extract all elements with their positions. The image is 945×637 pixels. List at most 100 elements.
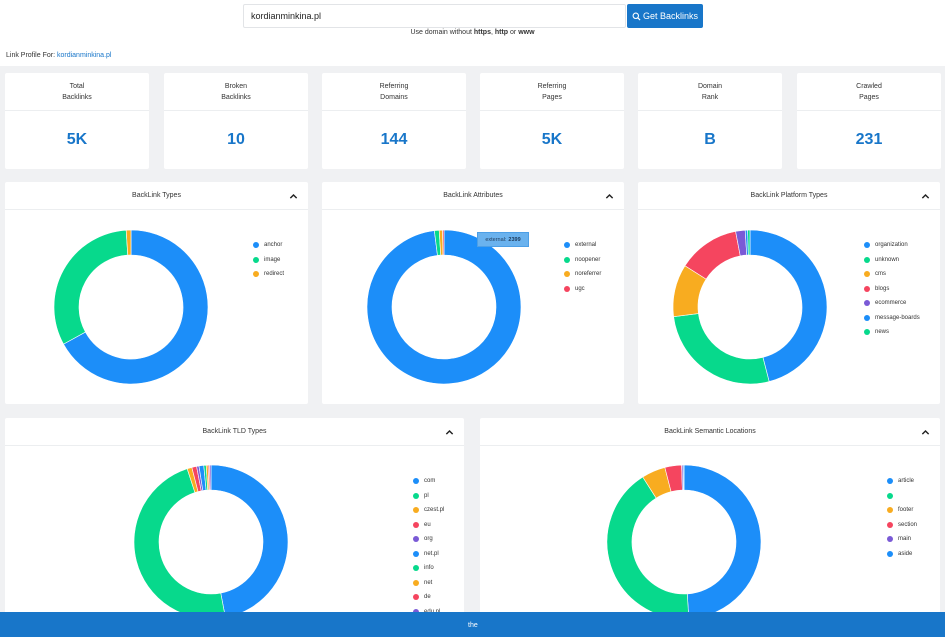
collapse-chevron-icon[interactable] xyxy=(289,192,298,201)
donut-slice-com[interactable] xyxy=(210,464,289,618)
donut-slice-unknown[interactable] xyxy=(673,313,770,385)
get-backlinks-button[interactable]: Get Backlinks xyxy=(627,4,703,28)
legend-dot-icon xyxy=(253,256,259,263)
donut-chart[interactable] xyxy=(671,228,829,386)
donut-slice-article[interactable] xyxy=(683,464,762,620)
search-icon xyxy=(632,12,641,21)
hint-prefix: Use domain without xyxy=(410,29,474,36)
donut-slice-image[interactable] xyxy=(53,229,129,345)
stat-label: Crawled Pages xyxy=(856,82,882,101)
link-profile: Link Profile For: kordianminkina.pl xyxy=(6,52,111,59)
legend-item[interactable]: noreferrer xyxy=(564,267,601,282)
legend-label: unknown xyxy=(875,256,900,263)
stat-card: Broken Backlinks 10 xyxy=(164,73,308,169)
domain-input[interactable] xyxy=(243,4,626,28)
hint-http: http xyxy=(494,29,509,36)
legend-item[interactable]: noopener xyxy=(564,253,601,268)
legend-item[interactable]: external xyxy=(564,238,601,253)
legend-item[interactable]: redirect xyxy=(253,267,284,282)
legend-item[interactable]: ecommerce xyxy=(864,296,920,311)
legend-dot-icon xyxy=(887,492,893,499)
donut-chart[interactable] xyxy=(605,463,763,621)
stat-value: 10 xyxy=(227,131,245,148)
hint-https: https xyxy=(473,29,491,36)
donut-slice-unlabeled[interactable] xyxy=(606,476,690,620)
legend-item[interactable]: net.pl xyxy=(413,547,444,562)
donut-slice-pl[interactable] xyxy=(133,468,226,620)
stat-card: Referring Domains 144 xyxy=(322,73,466,169)
chart-card-header: BackLink Semantic Locations xyxy=(480,418,940,446)
legend-item[interactable]: blogs xyxy=(864,282,920,297)
legend-item[interactable]: ugc xyxy=(564,282,601,297)
link-profile-label: Link Profile For: xyxy=(6,52,56,59)
donut-chart[interactable] xyxy=(365,228,523,386)
legend-item[interactable]: org xyxy=(413,532,444,547)
donut-slice-external[interactable] xyxy=(366,229,522,385)
donut-chart[interactable] xyxy=(132,463,290,621)
legend-label: section xyxy=(898,521,918,528)
legend-dot-icon xyxy=(864,329,870,336)
legend-dot-icon xyxy=(413,492,419,499)
legend-item[interactable]: anchor xyxy=(253,238,284,253)
legend-item[interactable]: eu xyxy=(413,518,444,533)
legend-dot-icon xyxy=(887,478,893,485)
legend-dot-icon xyxy=(887,521,893,528)
donut-slice-ugc[interactable] xyxy=(442,229,445,256)
legend-item[interactable]: com xyxy=(413,474,444,489)
legend-item[interactable]: cms xyxy=(864,267,920,282)
tooltip-label: external: xyxy=(485,236,507,243)
donut-slice-organization[interactable] xyxy=(749,229,828,382)
legend-dot-icon xyxy=(864,271,870,278)
chart-title: BackLink Attributes xyxy=(443,192,503,199)
tooltip-value: 2399 xyxy=(508,236,521,243)
legend-dot-icon xyxy=(887,550,893,557)
collapse-chevron-icon[interactable] xyxy=(921,428,930,437)
legend-label: news xyxy=(875,329,890,336)
legend-dot-icon xyxy=(413,507,419,514)
donut-slice-edu.pl[interactable] xyxy=(209,464,212,491)
legend-item[interactable]: czest.pl xyxy=(413,503,444,518)
legend-item[interactable]: info xyxy=(413,561,444,576)
legend-item[interactable]: net xyxy=(413,576,444,591)
legend-item[interactable]: organization xyxy=(864,238,920,253)
legend-item[interactable]: pl xyxy=(413,489,444,504)
legend-label: blogs xyxy=(875,285,890,292)
legend-item[interactable]: de xyxy=(413,590,444,605)
legend-item[interactable]: footer xyxy=(887,503,917,518)
legend-label: footer xyxy=(898,507,914,514)
legend-item[interactable]: message-boards xyxy=(864,311,920,326)
legend-label: net.pl xyxy=(424,550,439,557)
collapse-chevron-icon[interactable] xyxy=(605,192,614,201)
legend-dot-icon xyxy=(413,608,419,615)
legend-item[interactable]: unknown xyxy=(864,253,920,268)
legend-item[interactable]: section xyxy=(887,518,917,533)
chart-title: BackLink Semantic Locations xyxy=(664,428,756,435)
legend-label: com xyxy=(424,478,436,485)
chart-card-header: BackLink Attributes xyxy=(322,182,624,210)
legend-item[interactable]: aside xyxy=(887,547,917,562)
legend-dot-icon xyxy=(564,242,570,249)
stat-card: Crawled Pages 231 xyxy=(797,73,941,169)
link-profile-domain[interactable]: kordianminkina.pl xyxy=(56,52,112,59)
stat-value: B xyxy=(704,131,716,148)
donut-slice-redirect[interactable] xyxy=(125,229,132,256)
legend-item[interactable] xyxy=(887,489,917,504)
collapse-chevron-icon[interactable] xyxy=(445,428,454,437)
donut-slice-aside[interactable] xyxy=(682,464,685,491)
legend-item[interactable]: edu.pl xyxy=(413,605,444,620)
donut-chart[interactable] xyxy=(52,228,210,386)
stat-header: Referring Domains xyxy=(322,73,466,111)
legend-item[interactable]: main xyxy=(887,532,917,547)
collapse-chevron-icon[interactable] xyxy=(921,192,930,201)
chart-legend: external noopener noreferrer ugc xyxy=(564,238,601,296)
legend-item[interactable]: image xyxy=(253,253,284,268)
donut-slice-news[interactable] xyxy=(747,229,751,256)
legend-item[interactable]: article xyxy=(887,474,917,489)
legend-label: de xyxy=(424,594,431,601)
legend-dot-icon xyxy=(413,478,419,485)
chart-legend: article footer section main aside xyxy=(887,474,917,561)
legend-label: message-boards xyxy=(875,314,920,321)
donut-slice-anchor[interactable] xyxy=(63,229,209,385)
legend-item[interactable]: news xyxy=(864,325,920,340)
stat-value: 5K xyxy=(541,131,563,148)
